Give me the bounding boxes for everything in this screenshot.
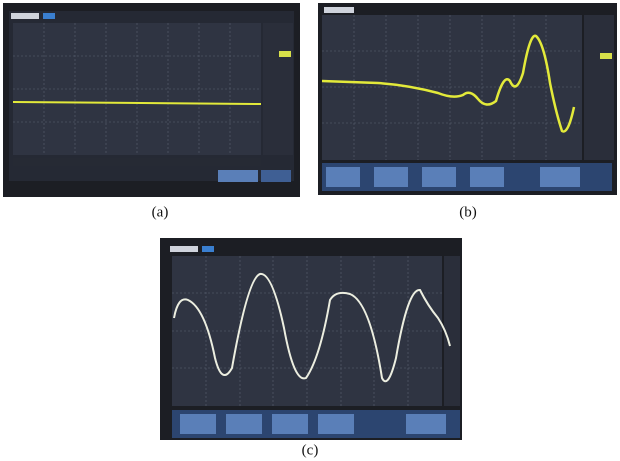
soft-key <box>272 414 308 434</box>
scope-screen <box>322 15 582 160</box>
soft-key <box>180 414 216 434</box>
caption: (b) <box>459 204 477 220</box>
soft-key <box>218 170 258 182</box>
photo-c <box>160 238 462 440</box>
screen-grid <box>172 256 442 406</box>
soft-key <box>261 170 291 182</box>
caption: (c) <box>302 442 319 458</box>
waveform <box>321 34 576 133</box>
waveform <box>173 273 451 383</box>
soft-key <box>422 167 456 187</box>
brand-label <box>324 7 354 13</box>
soft-key <box>540 167 580 187</box>
status-tag <box>43 13 55 19</box>
photo-b <box>318 3 617 195</box>
side-menu <box>584 15 614 160</box>
photo-a <box>3 3 300 197</box>
caption: (a) <box>152 204 169 220</box>
soft-key <box>226 414 262 434</box>
soft-key <box>470 167 504 187</box>
brand-label <box>11 13 39 19</box>
info-bar <box>13 158 261 166</box>
status-tag <box>202 246 214 252</box>
soft-key <box>406 414 446 434</box>
menu-indicator <box>279 51 291 57</box>
menu-indicator <box>600 53 612 59</box>
waveform <box>12 101 262 105</box>
side-menu <box>263 23 293 155</box>
soft-key <box>326 167 360 187</box>
soft-key <box>318 414 354 434</box>
screen-grid <box>13 23 261 155</box>
side-menu <box>444 256 460 406</box>
brand-label <box>170 246 198 252</box>
soft-key <box>374 167 408 187</box>
